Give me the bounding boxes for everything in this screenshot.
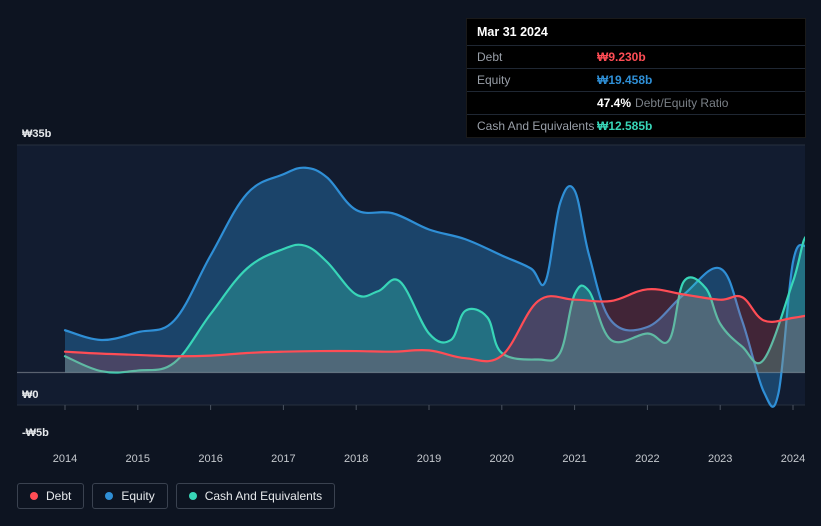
x-axis-label: 2016 — [198, 453, 222, 465]
tooltip-row-label: Equity — [477, 73, 597, 87]
tooltip-row-label — [477, 96, 597, 110]
tooltip-row-value: ₩19.458b — [597, 73, 652, 87]
legend-item[interactable]: Cash And Equivalents — [176, 483, 335, 509]
legend-dot-icon — [105, 492, 113, 500]
y-axis-label: -₩5b — [22, 427, 49, 439]
x-axis-label: 2018 — [344, 453, 368, 465]
legend-label: Equity — [121, 489, 154, 503]
tooltip-row: Equity₩19.458b — [467, 68, 805, 91]
legend-label: Cash And Equivalents — [205, 489, 322, 503]
x-axis-label: 2020 — [490, 453, 514, 465]
tooltip-row: Debt₩9.230b — [467, 45, 805, 68]
legend-item[interactable]: Debt — [17, 483, 84, 509]
chart-area — [17, 125, 805, 465]
x-axis-label: 2015 — [126, 453, 150, 465]
area-chart-svg — [17, 125, 805, 465]
x-axis-label: 2023 — [708, 453, 732, 465]
x-axis-label: 2017 — [271, 453, 295, 465]
legend-item[interactable]: Equity — [92, 483, 167, 509]
tooltip-row-value: 47.4%Debt/Equity Ratio — [597, 96, 728, 110]
y-axis-label: ₩0 — [22, 389, 39, 401]
tooltip-row-sublabel: Debt/Equity Ratio — [635, 96, 728, 110]
data-tooltip: Mar 31 2024 Debt₩9.230bEquity₩19.458b47.… — [466, 18, 806, 138]
legend-label: Debt — [46, 489, 71, 503]
legend: Debt Equity Cash And Equivalents — [17, 483, 335, 509]
tooltip-row-value: ₩9.230b — [597, 50, 646, 64]
legend-dot-icon — [30, 492, 38, 500]
tooltip-row-label: Debt — [477, 50, 597, 64]
x-axis-label: 2021 — [562, 453, 586, 465]
legend-dot-icon — [189, 492, 197, 500]
tooltip-row: 47.4%Debt/Equity Ratio — [467, 91, 805, 114]
tooltip-date: Mar 31 2024 — [467, 19, 805, 45]
x-axis-label: 2019 — [417, 453, 441, 465]
chart-container: Mar 31 2024 Debt₩9.230bEquity₩19.458b47.… — [0, 0, 821, 526]
x-axis-label: 2014 — [53, 453, 77, 465]
x-axis-label: 2024 — [781, 453, 805, 465]
y-axis-label: ₩35b — [22, 128, 51, 140]
x-axis-label: 2022 — [635, 453, 659, 465]
